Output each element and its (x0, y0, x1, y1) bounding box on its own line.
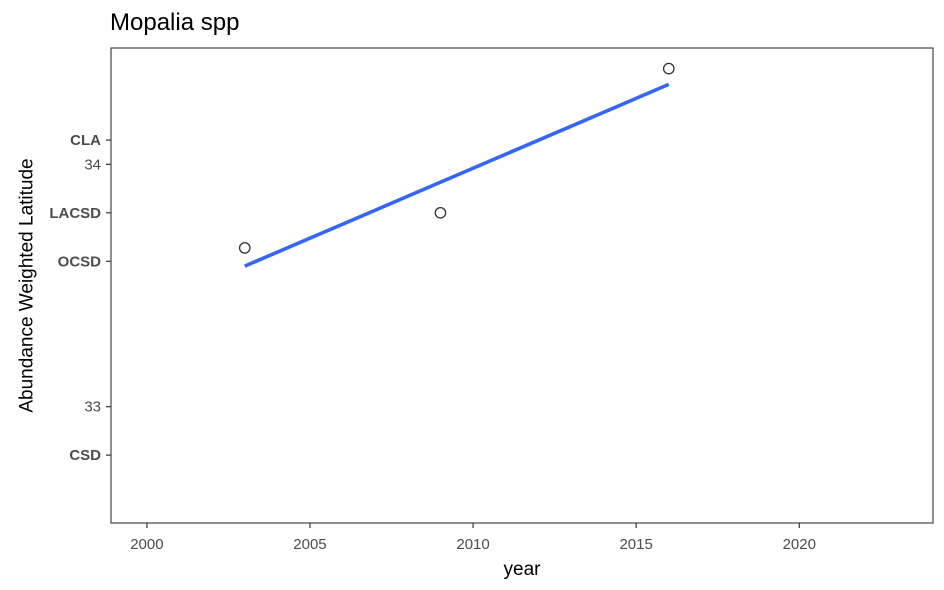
y-reference-label: LACSD (49, 205, 101, 222)
points-layer (238, 62, 675, 254)
y-reference-label: CSD (69, 447, 101, 464)
data-point (662, 62, 675, 75)
x-tick-label: 2000 (130, 536, 163, 553)
x-tick-label: 2015 (619, 536, 652, 553)
y-reference-label: OCSD (58, 253, 102, 270)
trend-line-layer (244, 82, 670, 268)
x-axis: 2000 2005 2010 2015 2020 (130, 523, 816, 553)
y-axis: 33 34 CLA LACSD OCSD CSD (49, 132, 111, 464)
trend-line (244, 82, 670, 268)
y-tick-label: 33 (84, 399, 101, 416)
chart-title: Mopalia spp (110, 9, 239, 36)
x-tick-label: 2005 (293, 536, 326, 553)
plot-panel (110, 47, 934, 524)
y-reference-label: CLA (70, 132, 101, 149)
data-point (434, 206, 447, 219)
x-axis-title: year (504, 559, 542, 580)
data-point (238, 242, 251, 254)
y-tick-label: 34 (84, 156, 101, 173)
y-axis-title: Abundance Weighted Latitude (17, 158, 38, 412)
x-tick-label: 2020 (783, 536, 816, 553)
x-tick-label: 2010 (456, 536, 489, 553)
